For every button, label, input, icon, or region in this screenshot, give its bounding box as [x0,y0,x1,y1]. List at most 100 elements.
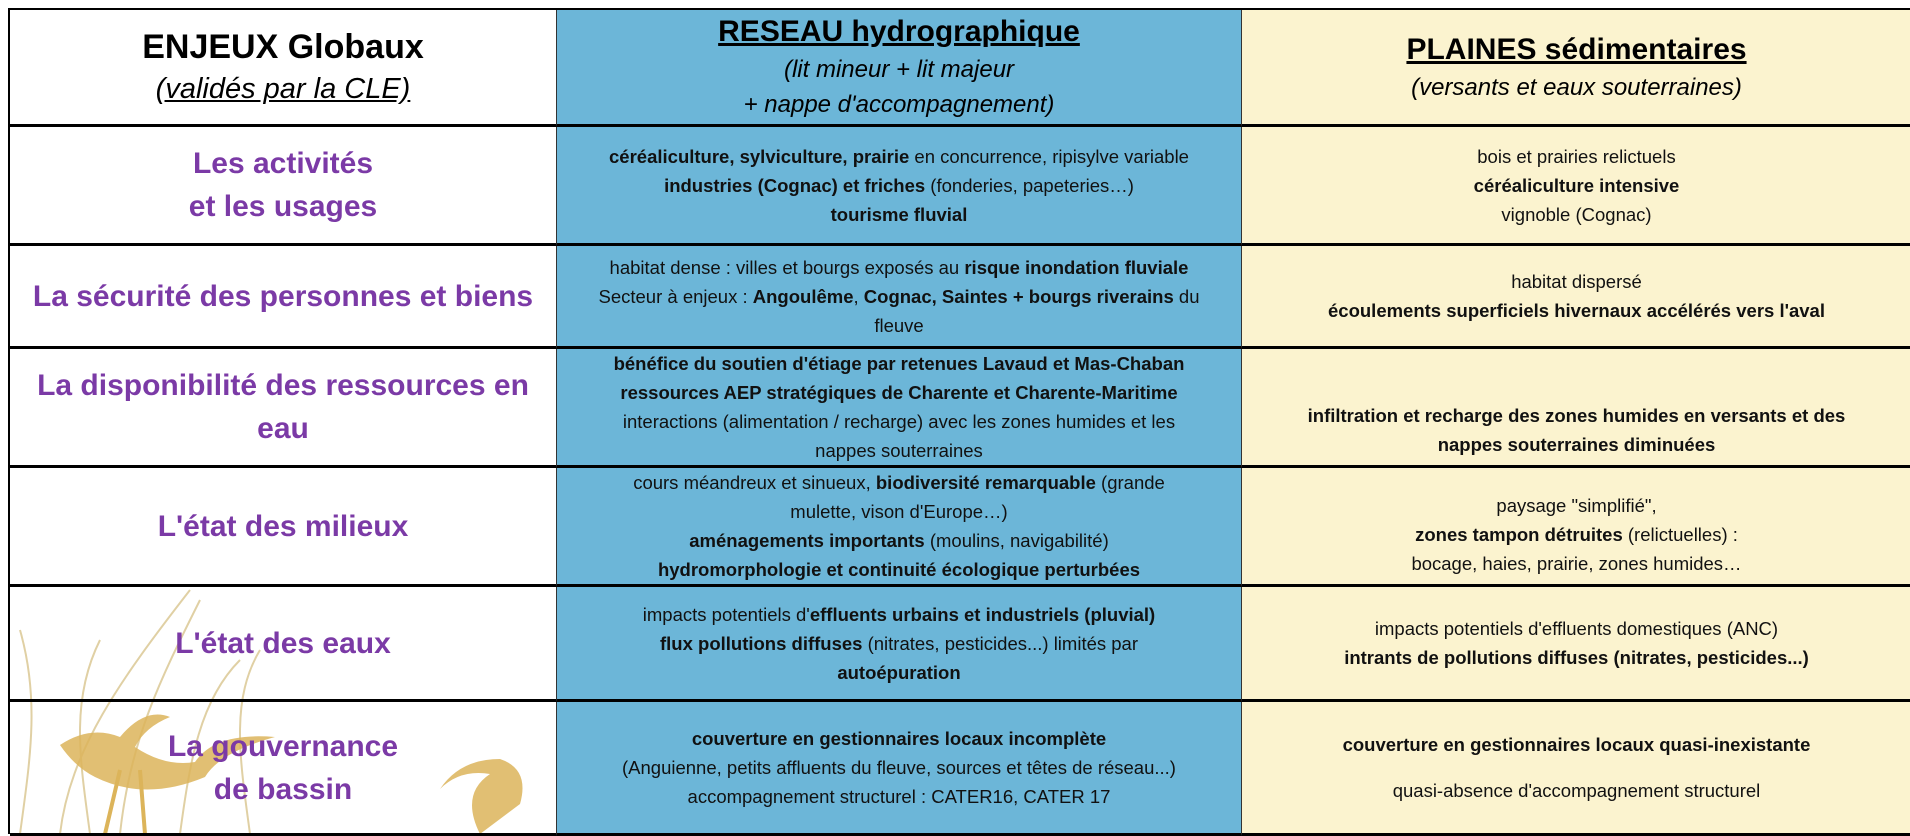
header-title: PLAINES sédimentaires [1406,32,1747,66]
header-cell: PLAINES sédimentaires (versants et eaux s… [1242,10,1910,127]
text-run: , [853,285,864,307]
text-line: Secteur à enjeux : Angoulême, Cognac, Sa… [599,282,1200,311]
text-line: impacts potentiels d'effluents domestiqu… [1375,614,1778,643]
text-line: mulette, vison d'Europe…) [790,497,1007,526]
text-line: cours méandreux et sinueux, biodiversité… [633,468,1165,497]
text-line: céréaliculture intensive [1474,171,1680,200]
row-label: de bassin [213,772,353,806]
text-line: habitat dispersé [1511,267,1642,296]
text-run: accompagnement structurel : CATER16, CAT… [687,786,1111,807]
text-cell: couverture en gestionnaires locaux quasi… [1242,702,1910,836]
text-run: effluents urbains et industriels (pluvia… [809,603,1156,625]
text-run: zones tampon détruites [1415,524,1623,545]
text-run: autoépuration [837,661,961,683]
text-run: paysage "simplifié", [1496,495,1657,516]
text-cell: cours méandreux et sinueux, biodiversité… [557,468,1242,587]
text-run: nappes souterraines diminuées [1437,434,1716,455]
text-run: vignoble (Cognac) [1501,203,1652,225]
row-label-cell: La sécurité des personnes et biens [10,246,557,349]
header-subtitle: (lit mineur + lit majeur [783,56,1015,83]
text-run: impacts potentiels d' [642,603,810,625]
text-run: (nitrates, pesticides...) limités par [862,632,1138,654]
text-cell: habitat dispersé écoulements superficiels… [1242,246,1910,349]
text-run: céréaliculture intensive [1473,174,1680,196]
text-run: (grande [1095,472,1165,493]
text-cell: céréaliculture, sylviculture, prairie en… [557,127,1242,246]
text-line: couverture en gestionnaires locaux quasi… [1343,730,1811,759]
text-line: bénéfice du soutien d'étiage par retenue… [614,349,1185,378]
text-cell: paysage "simplifié", zones tampon détruit… [1242,468,1910,587]
text-run: en concurrence, ripisylve variable [909,145,1189,167]
text-run: nappes souterraines [815,440,983,461]
row-label: et les usages [188,190,378,223]
text-run: écoulements superficiels hivernaux accél… [1328,300,1825,321]
text-line: ressources AEP stratégiques de Charente … [620,378,1177,407]
text-run: ressources AEP stratégiques de Charente … [620,382,1178,403]
header-cell: RESEAU hydrographique (lit mineur + lit m… [557,10,1242,127]
text-line: autoépuration [837,658,960,687]
text-run: (Anguienne, petits affluents du fleuve, … [622,757,1176,778]
row-label: La gouvernance [167,729,399,763]
row-label: eau [257,412,309,445]
row-label: Les activités [192,147,374,180]
text-line: infiltration et recharge des zones humid… [1308,401,1846,430]
text-run: bois et prairies relictuels [1477,145,1676,167]
header-title: ENJEUX Globaux [142,28,424,66]
text-run: biodiversité remarquable [875,472,1096,493]
row-label-cell: L'état des milieux [10,468,557,587]
text-line: tourisme fluvial [831,200,968,229]
text-line: interactions (alimentation / recharge) a… [623,407,1175,436]
row-label: L'état des eaux [175,626,391,660]
text-run: couverture en gestionnaires locaux incom… [691,728,1107,749]
header-cell: ENJEUX Globaux (validés par la CLE) [10,10,557,127]
text-run: du [1173,285,1200,307]
text-line: zones tampon détruites (relictuelles) : [1415,520,1738,549]
text-run: (fonderies, papeteries…) [925,174,1134,196]
text-line: céréaliculture, sylviculture, prairie en… [609,142,1189,171]
text-line: accompagnement structurel : CATER16, CAT… [688,782,1111,811]
text-run: flux pollutions diffuses [659,632,863,654]
text-run: risque inondation fluviale [964,256,1189,278]
text-run: hydromorphologie et continuité écologiqu… [657,559,1141,580]
text-line: écoulements superficiels hivernaux accél… [1328,296,1825,325]
text-line: quasi-absence d'accompagnement structure… [1393,776,1761,805]
text-cell: infiltration et recharge des zones humid… [1242,349,1910,468]
text-run: impacts potentiels d'effluents domestiqu… [1374,618,1779,639]
text-line: industries (Cognac) et friches (fonderie… [664,171,1134,200]
text-line: habitat dense : villes et bourgs exposés… [610,253,1189,282]
text-line: vignoble (Cognac) [1501,200,1651,229]
text-cell: impacts potentiels d'effluents urbains e… [557,587,1242,702]
text-run: aménagements importants [689,530,925,551]
header-subtitle: + nappe d'accompagnement) [743,91,1055,118]
text-run: interactions (alimentation / recharge) a… [622,411,1176,432]
text-run: Angoulême [752,285,854,307]
text-line: flux pollutions diffuses (nitrates, pest… [660,629,1138,658]
row-label-cell: La disponibilité des ressources en eau [10,349,557,468]
text-run: quasi-absence d'accompagnement structure… [1392,779,1761,801]
text-line: (Anguienne, petits affluents du fleuve, … [622,753,1176,782]
text-run: cours méandreux et sinueux, [633,472,876,493]
text-cell: couverture en gestionnaires locaux incom… [557,702,1242,836]
row-label: La disponibilité des ressources en [37,369,529,402]
row-label: L'état des milieux [157,509,409,543]
text-line: bois et prairies relictuels [1477,142,1675,171]
text-run: industries (Cognac) et friches [664,174,926,196]
text-run: céréaliculture, sylviculture, prairie [609,145,910,167]
row-label-cell: L'état des eaux [10,587,557,702]
text-run: (relictuelles) : [1622,524,1738,545]
text-run: tourisme fluvial [830,203,968,225]
text-cell: habitat dense : villes et bourgs exposés… [557,246,1242,349]
text-cell: bénéfice du soutien d'étiage par retenue… [557,349,1242,468]
text-line: fleuve [874,311,923,340]
text-run: habitat dense : villes et bourgs exposés… [609,256,965,278]
text-run: Secteur à enjeux : [598,285,753,307]
text-line: nappes souterraines diminuées [1438,430,1716,459]
text-line: paysage "simplifié", [1496,491,1656,520]
text-cell: bois et prairies relictuels céréalicultur… [1242,127,1910,246]
text-line: nappes souterraines [815,436,983,465]
text-run: intrants de pollutions diffuses (nitrate… [1344,647,1809,668]
text-run: habitat dispersé [1511,271,1642,292]
text-run: fleuve [874,314,924,336]
text-line: bocage, haies, prairie, zones humides… [1411,549,1741,578]
